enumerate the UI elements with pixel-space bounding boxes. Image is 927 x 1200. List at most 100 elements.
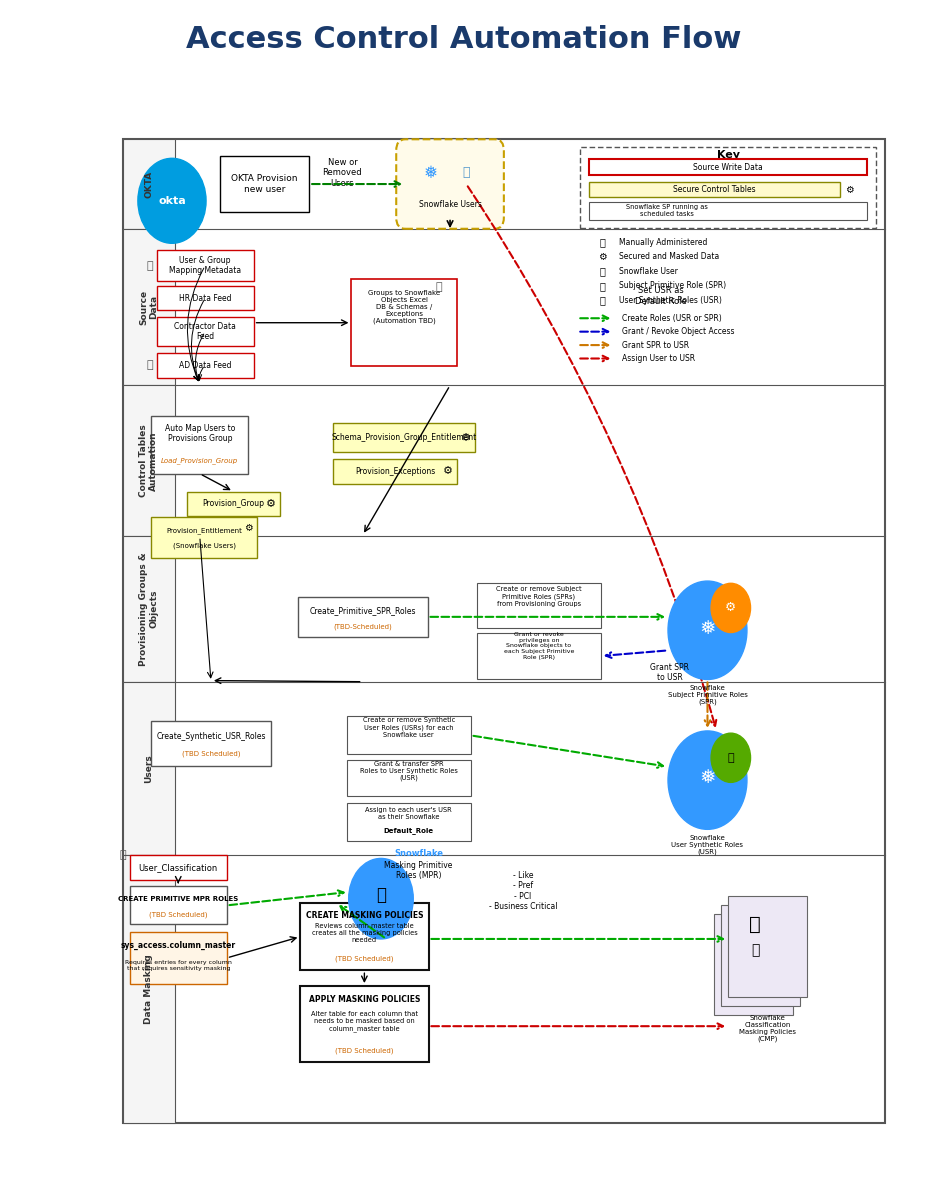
FancyBboxPatch shape	[334, 460, 457, 484]
FancyBboxPatch shape	[334, 424, 476, 452]
Text: Key: Key	[717, 150, 740, 160]
FancyBboxPatch shape	[151, 415, 248, 474]
FancyBboxPatch shape	[728, 896, 807, 997]
FancyBboxPatch shape	[300, 904, 428, 971]
Text: New or
Removed
Users: New or Removed Users	[323, 158, 362, 187]
FancyBboxPatch shape	[589, 160, 867, 175]
Text: Snowflake
User Synthetic Roles
(USR): Snowflake User Synthetic Roles (USR)	[671, 835, 743, 856]
Text: Subject Primitive Role (SPR): Subject Primitive Role (SPR)	[618, 281, 726, 290]
Text: ❅: ❅	[699, 618, 716, 637]
Text: 🔵: 🔵	[600, 281, 605, 290]
Text: Assign to each user's USR
as their Snowflake: Assign to each user's USR as their Snowf…	[365, 808, 452, 820]
Text: Access Control Automation Flow: Access Control Automation Flow	[185, 25, 742, 54]
FancyBboxPatch shape	[187, 492, 280, 516]
Text: ⚙: ⚙	[443, 467, 453, 476]
Text: Assign User to USR: Assign User to USR	[622, 354, 695, 364]
FancyBboxPatch shape	[122, 536, 174, 682]
FancyBboxPatch shape	[714, 914, 793, 1015]
FancyBboxPatch shape	[721, 905, 800, 1006]
Text: User & Group
Mapping Metadata: User & Group Mapping Metadata	[169, 256, 241, 275]
Text: User Synthetic Roles (USR): User Synthetic Roles (USR)	[618, 296, 721, 305]
FancyBboxPatch shape	[347, 760, 471, 796]
Text: ⚙: ⚙	[244, 523, 252, 534]
Text: OKTA Provision
new user: OKTA Provision new user	[231, 174, 298, 193]
Circle shape	[668, 731, 747, 829]
Text: ⚙: ⚙	[725, 601, 736, 614]
Text: Create or remove Synthetic
User Roles (USRs) for each
Snowflake user: Create or remove Synthetic User Roles (U…	[362, 718, 455, 738]
FancyBboxPatch shape	[122, 385, 174, 536]
Text: Manually Administered: Manually Administered	[618, 238, 707, 247]
Text: Auto Map Users to
Provisions Group: Auto Map Users to Provisions Group	[165, 424, 235, 443]
Circle shape	[349, 858, 413, 938]
Text: - Like
- Pref
- PCI
- Business Critical: - Like - Pref - PCI - Business Critical	[489, 871, 557, 911]
Text: (TBD Scheduled): (TBD Scheduled)	[336, 956, 394, 962]
Text: User_Classification: User_Classification	[139, 863, 218, 872]
Text: Alter table for each column that
needs to be masked based on
column_master table: Alter table for each column that needs t…	[311, 1012, 418, 1032]
Text: Set USR as
Default Role: Set USR as Default Role	[635, 286, 687, 306]
Text: (TBD-Scheduled): (TBD-Scheduled)	[333, 624, 392, 630]
Text: APPLY MASKING POLICIES: APPLY MASKING POLICIES	[309, 995, 420, 1004]
Text: Create_Primitive_SPR_Roles: Create_Primitive_SPR_Roles	[310, 606, 416, 614]
Text: Snowflake Users: Snowflake Users	[419, 199, 481, 209]
FancyBboxPatch shape	[477, 632, 601, 679]
FancyBboxPatch shape	[157, 250, 254, 281]
Text: ⚙: ⚙	[844, 185, 854, 194]
Text: (TBD Scheduled): (TBD Scheduled)	[182, 750, 240, 756]
Text: Grant or revoke
privileges on
Snowflake objects to
each Subject Primitive
Role (: Grant or revoke privileges on Snowflake …	[503, 632, 574, 660]
Text: 👤: 👤	[600, 266, 605, 276]
Text: Create or remove Subject
Primitive Roles (SPRs)
from Provisioning Groups: Create or remove Subject Primitive Roles…	[496, 587, 581, 607]
FancyBboxPatch shape	[396, 139, 504, 229]
Text: Source
Data: Source Data	[139, 289, 159, 325]
Text: 🌿: 🌿	[728, 752, 734, 763]
FancyBboxPatch shape	[122, 139, 885, 1123]
FancyBboxPatch shape	[589, 181, 840, 198]
Text: Users: Users	[145, 754, 153, 782]
Text: CREATE MASKING POLICIES: CREATE MASKING POLICIES	[306, 911, 423, 920]
FancyBboxPatch shape	[157, 353, 254, 378]
FancyBboxPatch shape	[477, 583, 601, 628]
Text: okta: okta	[159, 196, 185, 206]
Text: ❅: ❅	[699, 768, 716, 787]
FancyBboxPatch shape	[157, 317, 254, 346]
FancyBboxPatch shape	[347, 716, 471, 755]
Text: Provision_Group: Provision_Group	[202, 499, 264, 509]
Text: 👤: 👤	[120, 850, 126, 860]
Text: Grant SPR
to USR: Grant SPR to USR	[651, 664, 690, 683]
Text: 👤: 👤	[463, 167, 470, 179]
Text: Source Write Data: Source Write Data	[693, 163, 763, 172]
Text: Secured and Masked Data: Secured and Masked Data	[618, 252, 719, 262]
Text: Provision_Exceptions: Provision_Exceptions	[355, 467, 436, 476]
FancyBboxPatch shape	[300, 986, 428, 1062]
FancyBboxPatch shape	[122, 229, 174, 385]
Text: Provisioning Groups &
Objects: Provisioning Groups & Objects	[139, 552, 159, 666]
Text: Masking Primitive
Roles (MPR): Masking Primitive Roles (MPR)	[385, 862, 452, 881]
Text: Secure Control Tables: Secure Control Tables	[673, 185, 756, 194]
Text: Snowflake
Classification
Masking Policies
(CMP): Snowflake Classification Masking Policie…	[739, 1015, 796, 1042]
Text: Create Roles (USR or SPR): Create Roles (USR or SPR)	[622, 313, 722, 323]
Text: 🎭: 🎭	[376, 887, 386, 905]
Text: HR Data Feed: HR Data Feed	[179, 294, 232, 302]
Circle shape	[711, 733, 751, 782]
Text: 🟢: 🟢	[600, 295, 605, 305]
FancyBboxPatch shape	[351, 280, 457, 366]
Text: Grant SPR to USR: Grant SPR to USR	[622, 341, 690, 349]
Text: (TBD Scheduled): (TBD Scheduled)	[149, 911, 208, 918]
Text: ⚙: ⚙	[598, 252, 607, 262]
Text: ⚙: ⚙	[462, 433, 471, 443]
Text: 🎭: 🎭	[749, 914, 761, 934]
Text: sys_access.column_master: sys_access.column_master	[121, 941, 235, 950]
Text: 👤: 👤	[146, 360, 153, 371]
FancyBboxPatch shape	[122, 139, 174, 229]
FancyBboxPatch shape	[122, 856, 174, 1123]
FancyBboxPatch shape	[298, 596, 427, 637]
Text: Schema_Provision_Group_Entitlement: Schema_Provision_Group_Entitlement	[332, 433, 476, 443]
Text: Reviews column master table
creates all the masking policies
needed: Reviews column master table creates all …	[311, 923, 417, 943]
Text: 🔒: 🔒	[751, 943, 759, 958]
Text: 👤: 👤	[146, 260, 153, 271]
Text: AD Data Feed: AD Data Feed	[179, 361, 232, 370]
FancyBboxPatch shape	[130, 932, 227, 984]
Text: Requires entries for every column
that requires sensitivity masking: Requires entries for every column that r…	[125, 960, 232, 971]
Text: Grant & transfer SPR
Roles to User Synthetic Roles
(USR): Grant & transfer SPR Roles to User Synth…	[360, 761, 458, 781]
Text: ❅: ❅	[424, 164, 438, 182]
Circle shape	[711, 583, 751, 632]
